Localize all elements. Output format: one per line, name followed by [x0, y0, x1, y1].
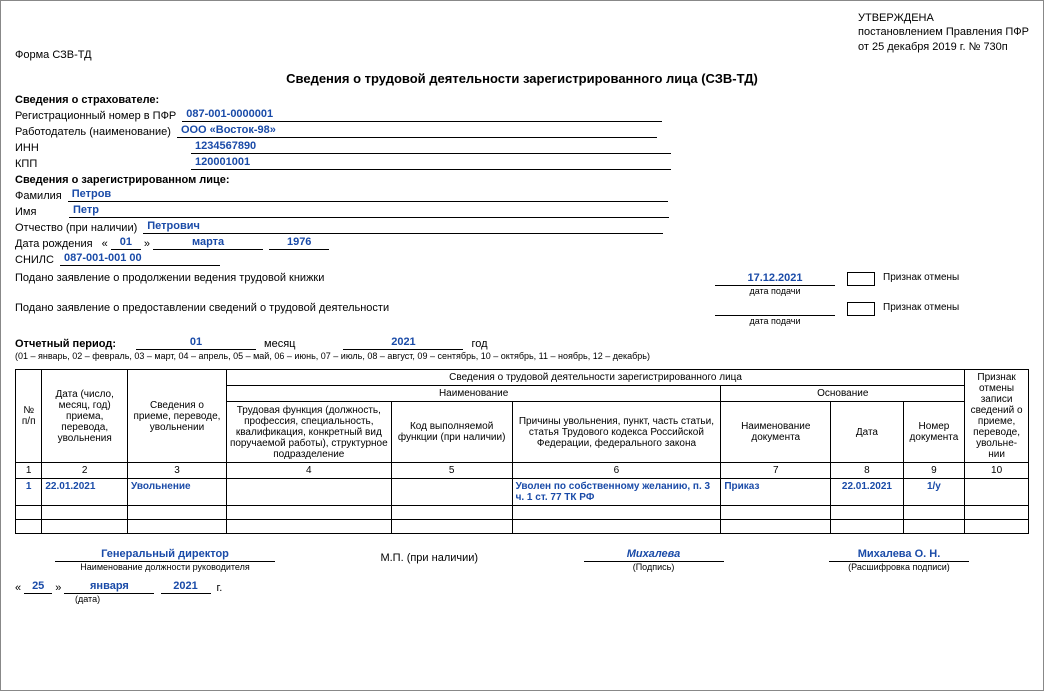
report-period-row: Отчетный период: 01 месяц 2021 год [15, 336, 1029, 350]
row-doc-num: 1/у [903, 479, 965, 506]
sub-basis-header: Основание [721, 386, 965, 402]
dob-year: 1976 [269, 236, 329, 250]
statement-2-cancel-label: Признак отмены [883, 302, 959, 313]
sign-date-row: « 25 » января 2021 г. [15, 580, 1029, 594]
document-page: УТВЕРЖДЕНА постановлением Правления ПФР … [0, 0, 1044, 691]
report-period-label: Отчетный период: [15, 338, 116, 350]
report-period-year: 2021 [343, 336, 463, 350]
sign-date-label: (дата) [75, 594, 1029, 604]
row-event: Увольнение [128, 479, 227, 506]
column-numbers-row: 1 2 3 4 5 6 7 8 9 10 [16, 463, 1029, 479]
statement-2-date [715, 302, 835, 316]
kpp-row: КПП 120001001 [15, 156, 1029, 170]
col-1-header: № п/п [16, 370, 42, 463]
patronymic-row: Отчество (при наличии) Петрович [15, 220, 1029, 234]
statement-1: Подано заявление о продолжении ведения т… [15, 272, 1029, 296]
col-10-header: Признак отмены записи сведений о приеме,… [965, 370, 1029, 463]
dob-day: 01 [111, 236, 141, 250]
sig-sign-label: (Подпись) [584, 562, 724, 572]
col-8-header: Дата [831, 402, 904, 463]
row-cancel [965, 479, 1029, 506]
sign-year: 2021 [161, 580, 211, 594]
sig-position-label: Наименование должности руководителя [55, 562, 275, 572]
statement-2-text: Подано заявление о предоставлении сведен… [15, 302, 435, 314]
row-date: 22.01.2021 [42, 479, 128, 506]
statement-1-date-label: дата подачи [715, 286, 835, 296]
col-3-header: Сведения о приеме, переводе, увольнении [128, 370, 227, 463]
sign-month: января [64, 580, 154, 594]
surname-label: Фамилия [15, 190, 62, 202]
patronymic-label: Отчество (при наличии) [15, 222, 137, 234]
col-7-header: Наименование документа [721, 402, 831, 463]
sig-sign-value: Михалева [584, 548, 724, 562]
kpp-value: 120001001 [191, 156, 671, 170]
main-table: № п/п Дата (число, месяц, год) приема, п… [15, 369, 1029, 534]
surname-value: Петров [68, 188, 668, 202]
empty-row-1 [16, 506, 1029, 520]
reg-number-label: Регистрационный номер в ПФР [15, 110, 176, 122]
reg-number-row: Регистрационный номер в ПФР 087-001-0000… [15, 108, 1029, 122]
insurer-header: Сведения о страхователе: [15, 94, 1029, 106]
inn-value: 1234567890 [191, 140, 671, 154]
snils-value: 087-001-001 00 [60, 252, 220, 266]
row-n: 1 [16, 479, 42, 506]
snils-label: СНИЛС [15, 254, 54, 266]
sig-decoded-label: (Расшифровка подписи) [829, 562, 969, 572]
report-period-month: 01 [136, 336, 256, 350]
signatures-row: Генеральный директор Наименование должно… [15, 548, 1029, 572]
row-func [226, 479, 391, 506]
mp-label: М.П. (при наличии) [380, 552, 478, 564]
report-period-month-label: месяц [264, 338, 295, 350]
reg-number-value: 087-001-0000001 [182, 108, 662, 122]
inn-label: ИНН [15, 142, 185, 154]
person-header: Сведения о зарегистрированном лице: [15, 174, 1029, 186]
statement-1-date: 17.12.2021 [715, 272, 835, 286]
document-title: Сведения о трудовой деятельности зарегис… [15, 71, 1029, 86]
dob-month: марта [153, 236, 263, 250]
sign-g: г. [217, 582, 223, 594]
surname-row: Фамилия Петров [15, 188, 1029, 202]
statement-2-date-label: дата подачи [715, 316, 835, 326]
col-5-header: Код выполняемой функции (при наличии) [391, 402, 512, 463]
col-6-header: Причины увольнения, пункт, часть статьи,… [512, 402, 721, 463]
approval-block: УТВЕРЖДЕНА постановлением Правления ПФР … [858, 11, 1029, 54]
snils-row: СНИЛС 087-001-001 00 [15, 252, 1029, 266]
row-doc-name: Приказ [721, 479, 831, 506]
col-9-header: Номер документа [903, 402, 965, 463]
dob-label: Дата рождения [15, 238, 93, 250]
statement-1-cancel-label: Признак отмены [883, 272, 959, 283]
sig-decoded-value: Михалева О. Н. [829, 548, 969, 562]
statement-1-text: Подано заявление о продолжении ведения т… [15, 272, 435, 284]
col-2-header: Дата (число, месяц, год) приема, перевод… [42, 370, 128, 463]
statement-2-cancel-box [847, 302, 875, 316]
row-reason: Уволен по собственному желанию, п. 3 ч. … [512, 479, 721, 506]
patronymic-value: Петрович [143, 220, 663, 234]
approval-line3: от 25 декабря 2019 г. № 730п [858, 40, 1029, 54]
name-label: Имя [15, 206, 63, 218]
approval-line2: постановлением Правления ПФР [858, 25, 1029, 39]
col-4-header: Трудовая функция (должность, профессия, … [226, 402, 391, 463]
months-note: (01 – январь, 02 – февраль, 03 – март, 0… [15, 351, 1029, 361]
report-period-year-label: год [471, 338, 487, 350]
approval-line1: УТВЕРЖДЕНА [858, 11, 1029, 25]
sub-name-header: Наименование [226, 386, 720, 402]
sign-day: 25 [24, 580, 52, 594]
dob-row: Дата рождения « 01 » марта 1976 [15, 236, 1029, 250]
employer-row: Работодатель (наименование) ООО «Восток-… [15, 124, 1029, 138]
kpp-label: КПП [15, 158, 185, 170]
statement-2: Подано заявление о предоставлении сведен… [15, 302, 1029, 326]
employer-label: Работодатель (наименование) [15, 126, 171, 138]
name-row: Имя Петр [15, 204, 1029, 218]
statement-1-cancel-box [847, 272, 875, 286]
group-header: Сведения о трудовой деятельности зарегис… [226, 370, 964, 386]
inn-row: ИНН 1234567890 [15, 140, 1029, 154]
row-doc-date: 22.01.2021 [831, 479, 904, 506]
empty-row-2 [16, 520, 1029, 534]
row-code [391, 479, 512, 506]
name-value: Петр [69, 204, 669, 218]
sig-position-value: Генеральный директор [55, 548, 275, 562]
data-row-1: 1 22.01.2021 Увольнение Уволен по собств… [16, 479, 1029, 506]
employer-value: ООО «Восток-98» [177, 124, 657, 138]
